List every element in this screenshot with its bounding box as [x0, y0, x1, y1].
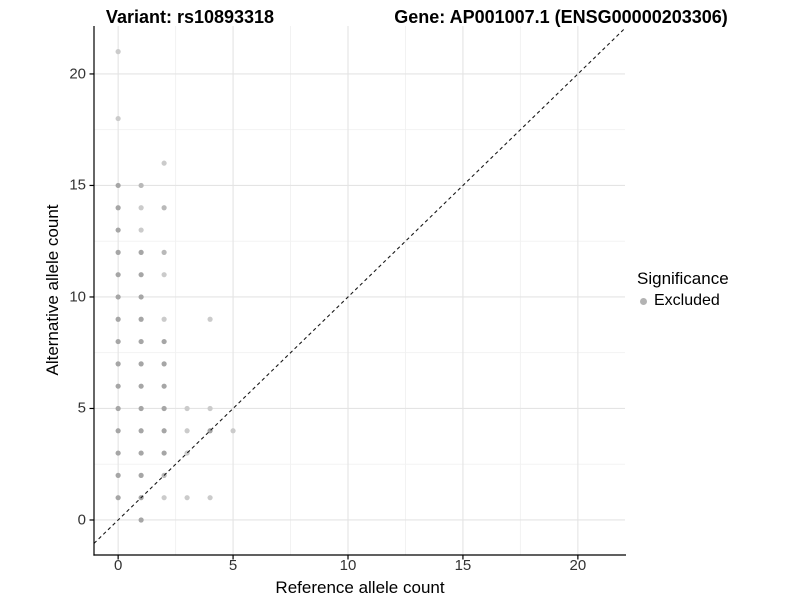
data-point: [115, 182, 121, 189]
data-point: [207, 495, 213, 501]
data-point: [138, 428, 144, 434]
y-tick-label: 5: [77, 399, 86, 417]
data-point: [207, 405, 213, 412]
x-tick-label: 0: [113, 557, 123, 574]
data-point: [138, 383, 144, 389]
data-point: [115, 49, 121, 55]
x-axis-title: Reference allele count: [275, 578, 445, 597]
data-point: [161, 495, 167, 501]
identity-line: [93, 27, 626, 544]
legend: Significance Excluded: [637, 269, 729, 310]
data-point: [138, 316, 144, 322]
legend-title: Significance: [637, 269, 729, 288]
y-tick-label: 15: [69, 176, 86, 194]
plot-title-gene: Gene: AP001007.1 (ENSG00000203306): [394, 7, 728, 27]
data-point: [161, 316, 167, 322]
data-point: [115, 450, 121, 456]
y-tick-label: 20: [69, 65, 86, 83]
data-point: [161, 383, 167, 389]
data-point: [138, 405, 144, 412]
data-point: [115, 405, 121, 412]
data-point: [115, 361, 121, 367]
data-point: [115, 249, 121, 255]
data-point: [184, 495, 190, 501]
legend-point-swatch: [640, 297, 647, 305]
x-tick-label: 10: [339, 557, 357, 574]
data-point: [161, 361, 167, 367]
data-point: [115, 428, 121, 434]
data-point: [138, 227, 144, 233]
data-point: [184, 428, 190, 434]
data-point: [161, 205, 167, 211]
data-point: [115, 294, 121, 300]
x-tick-label: 5: [228, 557, 238, 574]
data-point: [138, 361, 144, 367]
data-point: [161, 428, 167, 434]
data-point: [115, 495, 121, 501]
data-point: [138, 182, 144, 189]
data-point: [115, 115, 121, 122]
data-point: [138, 338, 144, 345]
data-point: [138, 249, 144, 255]
y-tick-label: 10: [69, 288, 86, 306]
data-point: [161, 249, 167, 255]
plot-title-variant: Variant: rs10893318: [105, 7, 275, 27]
data-point: [115, 205, 121, 211]
data-point: [138, 450, 144, 456]
data-point: [184, 405, 190, 412]
x-tick-label: 15: [454, 557, 472, 574]
data-point: [115, 227, 121, 233]
data-point: [161, 338, 167, 345]
data-point: [115, 316, 121, 322]
data-point: [230, 428, 236, 434]
data-point: [138, 472, 144, 478]
data-point: [115, 383, 121, 389]
data-point: [161, 450, 167, 456]
data-point: [161, 405, 167, 412]
data-point: [138, 205, 144, 211]
data-point: [138, 517, 144, 523]
data-point: [161, 160, 167, 166]
data-point: [115, 272, 121, 278]
y-tick-label: 0: [77, 511, 86, 529]
data-point: [115, 472, 121, 478]
data-point: [115, 338, 121, 345]
y-axis-title: Alternative allele count: [43, 204, 62, 376]
legend-item-label: Excluded: [654, 292, 720, 309]
x-tick-label: 20: [569, 557, 587, 574]
data-point: [161, 272, 167, 278]
legend-item-excluded: Excluded: [637, 292, 729, 310]
data-point: [207, 316, 213, 322]
data-point: [138, 294, 144, 300]
data-point: [138, 272, 144, 278]
